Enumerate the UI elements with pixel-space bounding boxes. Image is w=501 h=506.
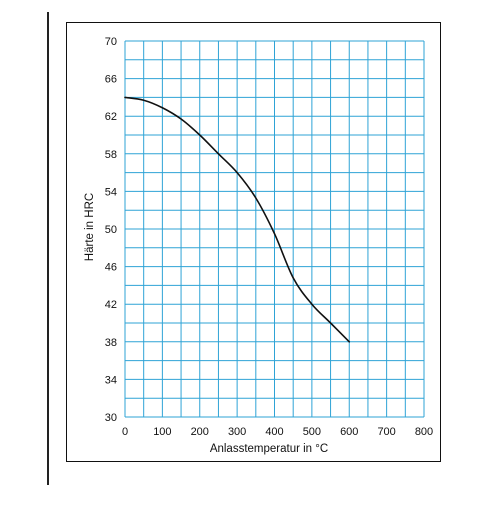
x-tick-label: 800: [415, 426, 433, 438]
y-tick-label: 46: [105, 262, 117, 274]
grid: [124, 40, 425, 418]
y-tick-label: 58: [105, 149, 117, 161]
x-tick-labels: 0 100 200 300 400 500 600 700 800: [122, 426, 433, 438]
y-tick-label: 62: [105, 111, 117, 123]
y-tick-label: 70: [105, 36, 117, 48]
x-axis-label: Anlasstemperatur in °C: [210, 443, 328, 455]
x-tick-label: 100: [153, 426, 171, 438]
chart-frame: [66, 22, 441, 462]
y-tick-label: 34: [105, 374, 117, 386]
y-tick-label: 50: [105, 224, 117, 236]
x-tick-label: 700: [377, 426, 395, 438]
y-tick-labels: 30 34 38 42 46 50 54 58 62 66 70: [105, 36, 117, 424]
y-tick-label: 42: [105, 299, 117, 311]
y-tick-label: 30: [105, 412, 117, 424]
hardness-curve: [124, 96, 351, 343]
x-tick-label: 0: [122, 426, 128, 438]
y-axis-label: Härte in HRC: [84, 193, 96, 261]
x-tick-label: 500: [303, 426, 321, 438]
y-tick-label: 66: [105, 74, 117, 86]
y-tick-label: 54: [105, 186, 117, 198]
series-layer: [124, 96, 351, 343]
x-tick-label: 600: [340, 426, 358, 438]
x-tick-label: 200: [191, 426, 209, 438]
left-margin-rule: [47, 12, 49, 485]
x-tick-label: 400: [265, 426, 283, 438]
x-tick-label: 300: [228, 426, 246, 438]
y-tick-label: 38: [105, 337, 117, 349]
